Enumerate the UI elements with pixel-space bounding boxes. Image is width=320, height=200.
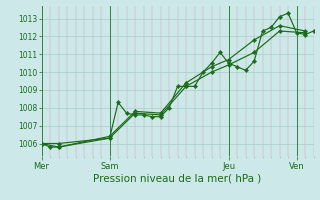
X-axis label: Pression niveau de la mer( hPa ): Pression niveau de la mer( hPa ): [93, 173, 262, 183]
